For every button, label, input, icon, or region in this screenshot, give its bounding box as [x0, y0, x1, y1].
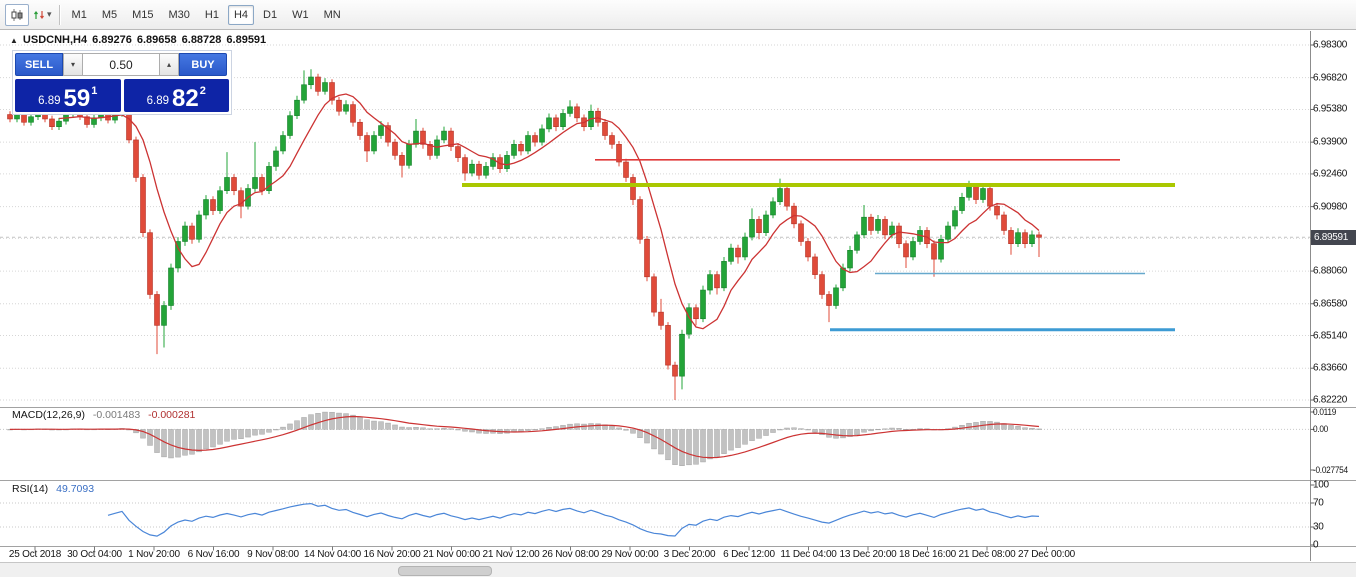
rsi-label: RSI(14): [12, 483, 49, 495]
current-price-badge: 6.89591: [1311, 229, 1356, 245]
timeframe-button-d1[interactable]: D1: [257, 5, 283, 25]
bid-big-digits: 59: [63, 84, 91, 112]
axis-scale-label: 30: [1313, 521, 1324, 533]
axis-scale-label: 6.86580: [1313, 298, 1348, 310]
time-axis-label: 30 Oct 04:00: [67, 549, 122, 560]
trade-levels-dropdown-button[interactable]: ▾: [29, 4, 55, 26]
timeframe-button-h1[interactable]: H1: [199, 5, 225, 25]
macd-main-value: -0.001483: [92, 409, 141, 421]
timeframe-button-m30[interactable]: M30: [163, 5, 196, 25]
time-axis-label: 27 Dec 00:00: [1017, 549, 1076, 560]
open-value: 6.89276: [92, 34, 132, 46]
volume-increase-button[interactable]: ▴: [159, 53, 179, 76]
axis-scale-label: 6.90980: [1313, 201, 1348, 213]
timeframe-bar: M1 M5 M15 M30 H1 H4 D1 W1 MN: [66, 4, 350, 25]
time-axis-label: 6 Nov 16:00: [187, 549, 240, 560]
timeframe-button-m1[interactable]: M1: [66, 5, 93, 25]
time-axis-label: 13 Dec 20:00: [839, 549, 897, 560]
close-value: 6.89591: [226, 34, 267, 46]
axis-scale-label: 6.83660: [1313, 362, 1348, 374]
volume-decrease-button[interactable]: ▾: [63, 53, 83, 76]
symbol-label: USDCNH,H4: [22, 34, 88, 46]
buy-sell-arrows-icon: [34, 10, 44, 19]
axis-scale-label: 6.82220: [1313, 394, 1348, 406]
axis-scale-label: 6.95380: [1313, 103, 1348, 115]
panel-toggle-icon[interactable]: ▲: [10, 35, 18, 45]
one-click-trading-panel: SELL ▾ ▴ BUY 6.89 59 1 6.89 82 2: [12, 50, 232, 115]
axis-scale-label: 70: [1313, 497, 1324, 509]
candlestick-chart-icon: [11, 8, 23, 21]
macd-header: MACD(12,26,9) -0.001483 -0.000281: [12, 409, 200, 421]
time-axis-label: 14 Nov 04:00: [303, 549, 362, 560]
timeframe-button-m15[interactable]: M15: [126, 5, 159, 25]
macd-label: MACD(12,26,9): [12, 409, 85, 421]
time-axis-label: 29 Nov 00:00: [601, 549, 659, 560]
symbol-ohlc-line: ▲ USDCNH,H4 6.89276 6.89658 6.88728 6.89…: [10, 34, 271, 46]
bid-price-display[interactable]: 6.89 59 1: [15, 79, 121, 112]
sell-button[interactable]: SELL: [15, 53, 63, 76]
time-axis-label: 21 Nov 12:00: [482, 549, 540, 560]
chevron-up-icon: ▴: [166, 59, 171, 69]
axis-scale-label: 0.0119: [1313, 407, 1337, 417]
time-axis-label: 16 Nov 20:00: [363, 549, 421, 560]
timeframe-button-m5[interactable]: M5: [96, 5, 123, 25]
time-axis-label: 3 Dec 20:00: [663, 549, 716, 560]
high-value: 6.89658: [136, 34, 177, 46]
toolbar: ▾ M1 M5 M15 M30 H1 H4 D1 W1 MN: [0, 0, 1356, 30]
timeframe-button-w1[interactable]: W1: [286, 5, 315, 25]
trade-prices-row: 6.89 59 1 6.89 82 2: [15, 79, 229, 112]
chart-button[interactable]: [5, 3, 29, 26]
ask-prefix: 6.89: [146, 95, 170, 107]
chevron-down-icon: ▾: [70, 59, 75, 69]
rsi-header: RSI(14) 49.7093: [12, 483, 99, 495]
axis-scale-label: 6.85140: [1313, 330, 1348, 342]
axis-scale-label: 6.98300: [1313, 39, 1348, 51]
time-axis-label: 18 Dec 16:00: [898, 549, 957, 560]
ask-price-display[interactable]: 6.89 82 2: [123, 79, 229, 112]
axis-scale-label: -0.027754: [1313, 465, 1348, 475]
trade-buttons-row: SELL ▾ ▴ BUY: [15, 53, 229, 76]
macd-signal-value: -0.000281: [148, 409, 196, 421]
time-axis-label: 25 Oct 2018: [8, 549, 62, 560]
ask-big-digits: 82: [172, 84, 199, 112]
low-value: 6.88728: [181, 34, 222, 46]
axis-scale-label: 0: [1313, 539, 1319, 551]
axis-scale-label: 6.93900: [1313, 136, 1348, 148]
time-axis-label: 26 Nov 08:00: [541, 549, 600, 560]
time-axis-label: 21 Nov 00:00: [422, 549, 481, 560]
toolbar-separator: [58, 4, 60, 25]
ask-pip-digit: 2: [199, 85, 206, 97]
axis-scale-label: 100: [1313, 479, 1329, 491]
dropdown-caret-icon: ▾: [47, 9, 52, 19]
timeframe-button-h4[interactable]: H4: [227, 4, 255, 25]
time-axis-label: 21 Dec 08:00: [958, 549, 1016, 560]
time-axis-label: 6 Dec 12:00: [723, 549, 775, 560]
axis-scale-label: 6.88060: [1313, 265, 1348, 277]
timeframe-button-mn[interactable]: MN: [318, 5, 347, 25]
volume-input[interactable]: [83, 53, 159, 76]
rsi-value: 49.7093: [56, 483, 95, 495]
axis-scale-label: 0.00: [1313, 424, 1329, 435]
axis-scale-label: 6.92460: [1313, 168, 1348, 180]
time-axis-label: 1 Nov 20:00: [128, 549, 180, 560]
bid-pip-digit: 1: [91, 85, 98, 97]
bid-prefix: 6.89: [38, 95, 61, 107]
bottom-scroll-area: [0, 562, 1356, 577]
time-axis-label: 11 Dec 04:00: [780, 549, 837, 560]
buy-button[interactable]: BUY: [179, 53, 227, 76]
horizontal-scrollbar-thumb[interactable]: [398, 566, 492, 576]
time-axis-label: 9 Nov 08:00: [247, 549, 299, 560]
axis-scale-label: 6.96820: [1313, 72, 1348, 84]
